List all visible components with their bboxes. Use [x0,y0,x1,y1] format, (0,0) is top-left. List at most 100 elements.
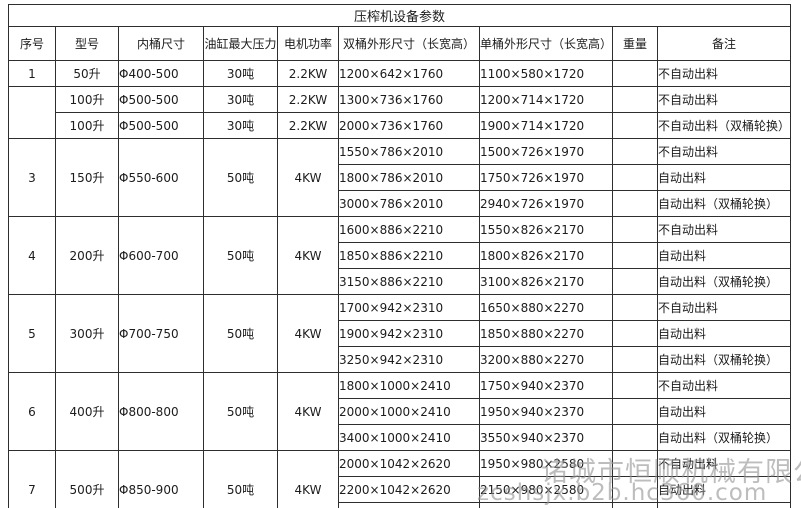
cell-note: 自动出料 [657,476,792,503]
table-row: 3250×942×2310 3200×880×2270 自动出料（双桶轮换） [9,346,792,373]
cell-seq: 5 [8,294,56,373]
cell-inner-size: Φ700-750 [118,294,204,373]
cell-pressure: 50吨 [203,216,278,295]
cell-note: 不自动出料 [657,60,792,87]
table-row: 1 50升 Φ400-500 30吨 2.2KW 1200×642×1760 1… [8,60,792,87]
cell-weight [612,112,659,139]
cell-single-size: 1500×726×1970 [478,138,614,165]
cell-weight [612,242,659,269]
cell-inner-size: Φ800-800 [118,372,204,451]
cell-weight [612,476,659,503]
cell-note: 自动出料 [657,164,792,191]
table-row: 1850×886×2210 1800×826×2170 自动出料 [9,242,792,269]
table-row: 6 400升 Φ800-800 50吨 4KW 1800×1000×2410 1… [8,372,792,451]
table-row: 100升 Φ500-500 30吨 2.2KW 1300×736×1760 12… [8,86,792,139]
cell-power: 4KW [277,294,339,373]
cell-power: 4KW [277,372,339,451]
table-row: 100升 Φ500-500 30吨 2.2KW 2000×736×1760 19… [9,112,792,139]
cell-power: 4KW [277,138,339,217]
cell-seq: 7 [8,450,56,508]
cell-seq: 4 [8,216,56,295]
cell-inner-size: Φ500-500 [118,112,204,139]
cell-note: 不自动出料 [657,372,792,399]
cell-single-size: 3550×980×2580 [478,502,614,508]
cell-double-size: 1900×942×2310 [338,320,480,347]
cell-pressure: 30吨 [203,112,278,139]
header-seq: 序号 [8,26,56,61]
cell-weight [612,216,659,243]
cell-note: 自动出料 [657,242,792,269]
table-row: 2000×1000×2410 1950×940×2370 自动出料 [9,398,792,425]
cell-note: 不自动出料 [657,216,792,243]
cell-note: 自动出料（双桶轮换） [657,502,792,508]
cell-power: 2.2KW [277,86,339,113]
cell-single-size: 1850×880×2270 [478,320,614,347]
cell-weight [612,398,659,425]
cell-weight [612,268,659,295]
cell-double-size: 1850×886×2210 [338,242,480,269]
cell-double-size: 3600×1042×2620 [338,502,480,508]
cell-single-size: 1950×980×2580 [478,450,614,477]
cell-weight [612,60,659,87]
cell-pressure: 50吨 [203,294,278,373]
cell-double-size: 3000×786×2010 [338,190,480,217]
cell-double-size: 3250×942×2310 [338,346,480,373]
cell-single-size: 3550×940×2370 [478,424,614,451]
cell-double-size: 2000×1000×2410 [338,398,480,425]
cell-power: 4KW [277,450,339,508]
cell-note: 不自动出料 [657,86,792,113]
cell-single-size: 3200×880×2270 [478,346,614,373]
cell-single-size: 3100×826×2170 [478,268,614,295]
cell-single-size: 1650×880×2270 [478,294,614,321]
cell-seq: 1 [8,60,56,87]
table-row: 4 200升 Φ600-700 50吨 4KW 1600×886×2210 15… [8,216,792,295]
cell-note: 自动出料（双桶轮换） [657,346,792,373]
cell-power: 2.2KW [277,60,339,87]
cell-double-size: 1700×942×2310 [338,294,480,321]
cell-single-size: 1750×726×1970 [478,164,614,191]
cell-weight [612,320,659,347]
cell-double-size: 1200×642×1760 [338,60,480,87]
cell-model: 100升 [55,112,119,139]
table-row: 1900×942×2310 1850×880×2270 自动出料 [9,320,792,347]
cell-seq: 6 [8,372,56,451]
table-title: 压榨机设备参数 [7,4,792,27]
cell-weight [612,450,659,477]
cell-double-size: 1600×886×2210 [338,216,480,243]
spec-table: 压榨机设备参数 序号 型号 内桶尺寸 油缸最大压力 电机功率 双桶外形尺寸（长宽… [7,4,792,508]
cell-inner-size: Φ500-500 [118,86,204,113]
cell-model: 200升 [55,216,119,295]
cell-double-size: 2000×736×1760 [338,112,480,139]
cell-double-size: 3150×886×2210 [338,268,480,295]
cell-note: 不自动出料（双桶轮换） [657,112,792,139]
cell-weight [612,164,659,191]
cell-double-size: 2000×1042×2620 [338,450,480,477]
cell-double-size: 3400×1000×2410 [338,424,480,451]
cell-model: 100升 [55,86,119,113]
cell-power: 4KW [277,216,339,295]
header-motor-power: 电机功率 [277,26,339,61]
cell-single-size: 1550×826×2170 [478,216,614,243]
table-row: 1800×786×2010 1750×726×1970 自动出料 [9,164,792,191]
cell-model: 300升 [55,294,119,373]
cell-single-size: 1800×826×2170 [478,242,614,269]
cell-note: 自动出料（双桶轮换） [657,268,792,295]
cell-single-size: 1750×940×2370 [478,372,614,399]
cell-model: 500升 [55,450,119,508]
table-row: 3150×886×2210 3100×826×2170 自动出料（双桶轮换） [9,268,792,295]
cell-double-size: 1550×786×2010 [338,138,480,165]
header-note: 备注 [657,26,792,61]
cell-weight [612,346,659,373]
cell-inner-size: Φ850-900 [118,450,204,508]
cell-double-size: 2200×1042×2620 [338,476,480,503]
header-model: 型号 [55,26,119,61]
cell-note: 自动出料 [657,320,792,347]
cell-inner-size: Φ400-500 [118,60,204,87]
cell-single-size: 1100×580×1720 [478,60,614,87]
cell-inner-size: Φ550-600 [118,138,204,217]
header-inner-size: 内桶尺寸 [118,26,204,61]
cell-pressure: 50吨 [203,450,278,508]
cell-weight [612,190,659,217]
cell-weight [612,502,659,508]
header-weight: 重量 [612,26,659,61]
